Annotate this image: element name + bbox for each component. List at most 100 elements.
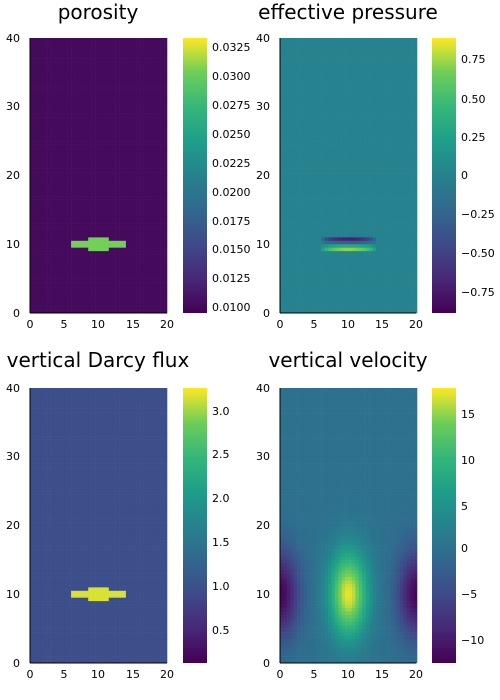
- heatmap-cell: [30, 113, 34, 118]
- heatmap-cell: [36, 38, 41, 42]
- heatmap-cell: [88, 271, 92, 276]
- heatmap-cell: [84, 275, 89, 279]
- heatmap-cell: [283, 127, 288, 132]
- heatmap-cell: [283, 120, 288, 125]
- heatmap-cell: [146, 227, 151, 231]
- heatmap-cell: [369, 168, 373, 173]
- heatmap-cell: [403, 89, 408, 94]
- heatmap-cell: [297, 65, 301, 70]
- heatmap-cell: [43, 89, 48, 94]
- heatmap-cell: [125, 113, 130, 118]
- heatmap-cell: [105, 282, 110, 286]
- heatmap-cell: [57, 93, 62, 97]
- heatmap-cell: [95, 151, 99, 156]
- heatmap-cell: [382, 48, 387, 53]
- heatmap-cell: [43, 172, 48, 176]
- heatmap-cell: [341, 89, 346, 94]
- heatmap-cell: [95, 134, 99, 138]
- heatmap-cell: [53, 302, 58, 307]
- heatmap-cell: [136, 237, 140, 242]
- heatmap-cell: [40, 172, 44, 176]
- heatmap-cell: [300, 89, 305, 94]
- heatmap-cell: [379, 86, 384, 90]
- heatmap-cell: [372, 185, 377, 190]
- heatmap-cell: [71, 285, 75, 290]
- heatmap-cell: [112, 247, 116, 252]
- heatmap-cell: [122, 172, 127, 176]
- heatmap-cell: [410, 185, 414, 190]
- heatmap-cell: [81, 51, 86, 56]
- heatmap-cell: [88, 306, 92, 310]
- heatmap-cell: [163, 51, 168, 56]
- heatmap-cell: [365, 113, 370, 118]
- heatmap-cell: [280, 89, 284, 94]
- heatmap-cell: [60, 123, 65, 128]
- heatmap-cell: [74, 148, 79, 152]
- heatmap-cell: [375, 106, 380, 111]
- heatmap-cell: [64, 264, 68, 269]
- heatmap-cell: [57, 196, 62, 200]
- heatmap-cell: [40, 79, 44, 83]
- heatmap-cell: [91, 79, 96, 83]
- heatmap-cell: [101, 117, 106, 121]
- heatmap-cell: [112, 244, 116, 248]
- heatmap-cell: [382, 96, 387, 101]
- heatmap-cell: [143, 130, 147, 135]
- heatmap-cell: [314, 137, 318, 142]
- heatmap-cell: [293, 117, 298, 121]
- heatmap-cell: [303, 48, 308, 53]
- heatmap-cell: [338, 51, 342, 56]
- heatmap-cell: [143, 110, 147, 114]
- heatmap-cell: [105, 96, 110, 101]
- heatmap-cell: [53, 75, 58, 80]
- heatmap-cell: [379, 55, 384, 59]
- heatmap-cell: [410, 178, 414, 183]
- heatmap-cell: [406, 106, 411, 111]
- heatmap-cell: [129, 285, 134, 290]
- heatmap-cell: [280, 48, 284, 53]
- heatmap-cell: [132, 258, 137, 262]
- heatmap-cell: [84, 120, 89, 125]
- heatmap-cell: [153, 206, 158, 211]
- heatmap-cell: [139, 247, 144, 252]
- heatmap-cell: [365, 168, 370, 173]
- heatmap-cell: [43, 168, 48, 173]
- heatmap-cell: [348, 148, 353, 152]
- heatmap-cell: [77, 258, 82, 262]
- heatmap-cell: [143, 141, 147, 145]
- heatmap-cell: [101, 151, 106, 156]
- heatmap-cell: [334, 110, 339, 114]
- heatmap-cell: [156, 206, 161, 211]
- heatmap-cell: [321, 65, 325, 70]
- heatmap-cell: [410, 120, 414, 125]
- heatmap-cell: [132, 120, 137, 125]
- heatmap-cell: [406, 161, 411, 166]
- heatmap-cell: [379, 99, 384, 104]
- heatmap-cell: [146, 261, 151, 266]
- heatmap-cell: [98, 38, 103, 42]
- heatmap-cell: [413, 41, 418, 46]
- heatmap-cell: [95, 268, 99, 273]
- heatmap-cell: [33, 237, 38, 242]
- heatmap-cell: [57, 206, 62, 211]
- heatmap-cell: [163, 99, 168, 104]
- heatmap-cell: [156, 99, 161, 104]
- heatmap-cell: [105, 216, 110, 221]
- heatmap-cell: [129, 189, 134, 193]
- heatmap-cell: [64, 141, 68, 145]
- heatmap-cell: [379, 93, 384, 97]
- heatmap-cell: [74, 175, 79, 180]
- heatmap-plot: [30, 38, 168, 314]
- heatmap-cell: [358, 38, 363, 42]
- heatmap-cell: [129, 268, 134, 273]
- colorbar-tick-label: 0.0100: [212, 301, 251, 314]
- heatmap-cell: [105, 227, 110, 231]
- heatmap-cell: [101, 62, 106, 66]
- heatmap-cell: [310, 41, 315, 46]
- heatmap-cell: [345, 44, 349, 49]
- heatmap-cell: [50, 292, 55, 297]
- heatmap-cell: [74, 237, 79, 242]
- heatmap-cell: [101, 158, 106, 163]
- heatmap-cell: [331, 144, 336, 149]
- heatmap-cell: [60, 292, 65, 297]
